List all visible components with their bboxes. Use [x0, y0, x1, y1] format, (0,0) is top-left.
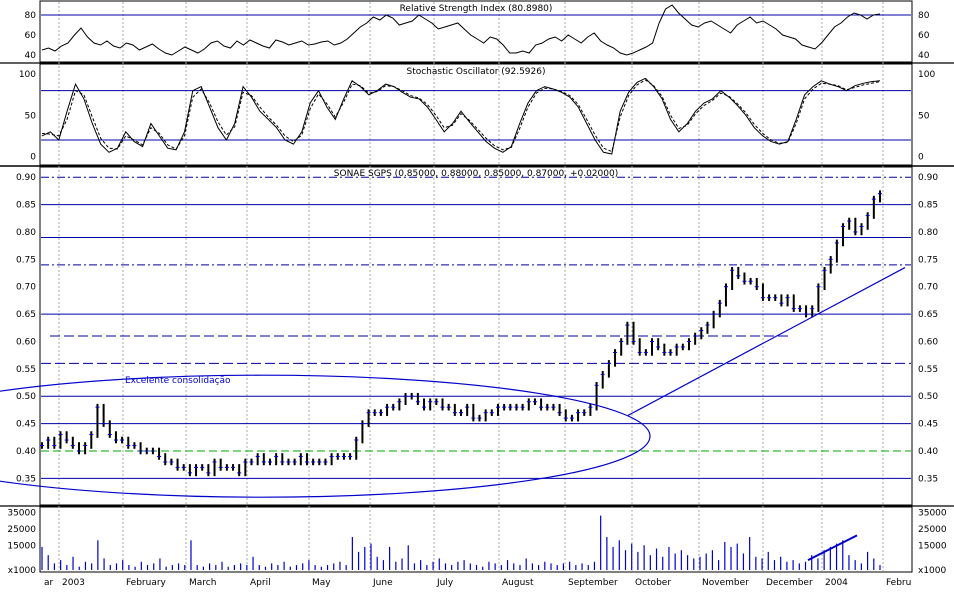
- x-tick-label: July: [436, 578, 454, 588]
- rsi-line: [41, 4, 881, 56]
- y-tick-label-left: 0.85: [16, 201, 36, 211]
- y-tick-label-left: 40: [25, 51, 37, 61]
- hline-layer: [41, 14, 911, 479]
- y-tick-label-left: 0.50: [16, 392, 36, 402]
- y-tick-label-right: x1000: [918, 566, 947, 576]
- y-tick-label-right: 0.50: [918, 392, 938, 402]
- y-tick-label-left: 0.65: [16, 310, 36, 320]
- y-tick-label-left: 25000: [7, 525, 36, 535]
- stochastic-solid-line: [41, 77, 881, 155]
- y-tick-label-left: 80: [25, 11, 37, 21]
- y-tick-label-left: 0.70: [16, 283, 36, 293]
- y-tick-label-left: 35000: [7, 508, 36, 518]
- y-tick-label-right: 0.80: [918, 228, 938, 238]
- y-tick-label-left: 0.40: [16, 447, 36, 457]
- y-tick-label-right: 0.35: [918, 474, 938, 484]
- x-tick-label: May: [312, 578, 331, 588]
- y-tick-label-right: 0.40: [918, 447, 938, 457]
- stochastic-title: Stochastic Oscillator (92.5926): [406, 67, 545, 77]
- x-tick-label: June: [372, 578, 393, 588]
- label-layer: Relative Strength Index (80.8980) Stocha…: [7, 4, 947, 588]
- y-tick-label-right: 15000: [918, 541, 947, 551]
- y-tick-label-right: 50: [918, 111, 930, 121]
- x-tick-label: September: [568, 578, 618, 588]
- x-tick-label: November: [702, 578, 749, 588]
- x-tick-label: 2004: [825, 578, 848, 588]
- x-tick-label: March: [189, 578, 216, 588]
- y-tick-label-left: 0.80: [16, 228, 36, 238]
- y-tick-label-left: 50: [25, 111, 37, 121]
- x-tick-label: December: [766, 578, 813, 588]
- y-tick-label-left: 0.55: [16, 365, 36, 375]
- y-tick-label-right: 0.65: [918, 310, 938, 320]
- y-tick-label-right: 0.55: [918, 365, 938, 375]
- x-tick-label: August: [502, 578, 534, 588]
- series-layer: [40, 4, 882, 570]
- y-tick-label-right: 0.90: [918, 173, 938, 183]
- consolidation-ellipse: [0, 374, 651, 498]
- y-tick-label-right: 100: [918, 70, 935, 80]
- rsi-frame: [39, 0, 913, 63]
- y-tick-label-right: 0: [918, 152, 924, 162]
- x-tick-label: October: [635, 578, 671, 588]
- y-tick-label-left: 0.35: [16, 474, 36, 484]
- y-tick-label-right: 40: [918, 51, 930, 61]
- volume-frame: [39, 506, 913, 573]
- trend-line: [627, 267, 906, 416]
- y-tick-label-right: 0.85: [918, 201, 938, 211]
- stochastic-dashed-line: [41, 79, 881, 153]
- price-frame: [39, 166, 913, 506]
- y-tick-label-right: 60: [918, 31, 930, 41]
- y-tick-label-right: 35000: [918, 508, 947, 518]
- frames: [0, 0, 954, 573]
- y-tick-label-right: 80: [918, 11, 930, 21]
- y-tick-label-left: 0.75: [16, 255, 36, 265]
- rsi-title: Relative Strength Index (80.8980): [400, 4, 553, 14]
- x-tick-label: April: [250, 578, 271, 588]
- y-tick-label-left: 0.90: [16, 173, 36, 183]
- y-tick-label-left: 0: [30, 152, 36, 162]
- y-tick-label-right: 0.75: [918, 255, 938, 265]
- y-tick-label-right: 0.60: [918, 337, 938, 347]
- annotation-text: Excelente consolidação: [125, 376, 231, 386]
- annotation-layer: Excelente consolidação: [0, 267, 906, 562]
- y-tick-label-left: 60: [25, 31, 37, 41]
- x-tick-label: ar: [44, 578, 54, 588]
- volume-trend-line: [807, 534, 858, 562]
- y-tick-label-right: 0.45: [918, 420, 938, 430]
- stochastic-frame: [39, 63, 913, 166]
- x-tick-label: February: [126, 578, 167, 588]
- x-tick-label: Febru: [886, 578, 911, 588]
- y-tick-label-right: 25000: [918, 525, 947, 535]
- x-tick-label: 2003: [62, 578, 85, 588]
- y-tick-label-left: x1000: [8, 566, 37, 576]
- grid-layer: [58, 2, 884, 571]
- y-tick-label-right: 0.70: [918, 283, 938, 293]
- y-tick-label-left: 0.45: [16, 420, 36, 430]
- y-tick-label-left: 100: [19, 70, 36, 80]
- y-tick-label-left: 0.60: [16, 337, 36, 347]
- y-tick-label-left: 15000: [7, 541, 36, 551]
- price-title: SONAE SGPS (0.85000, 0.88000, 0.85000, 0…: [334, 169, 618, 179]
